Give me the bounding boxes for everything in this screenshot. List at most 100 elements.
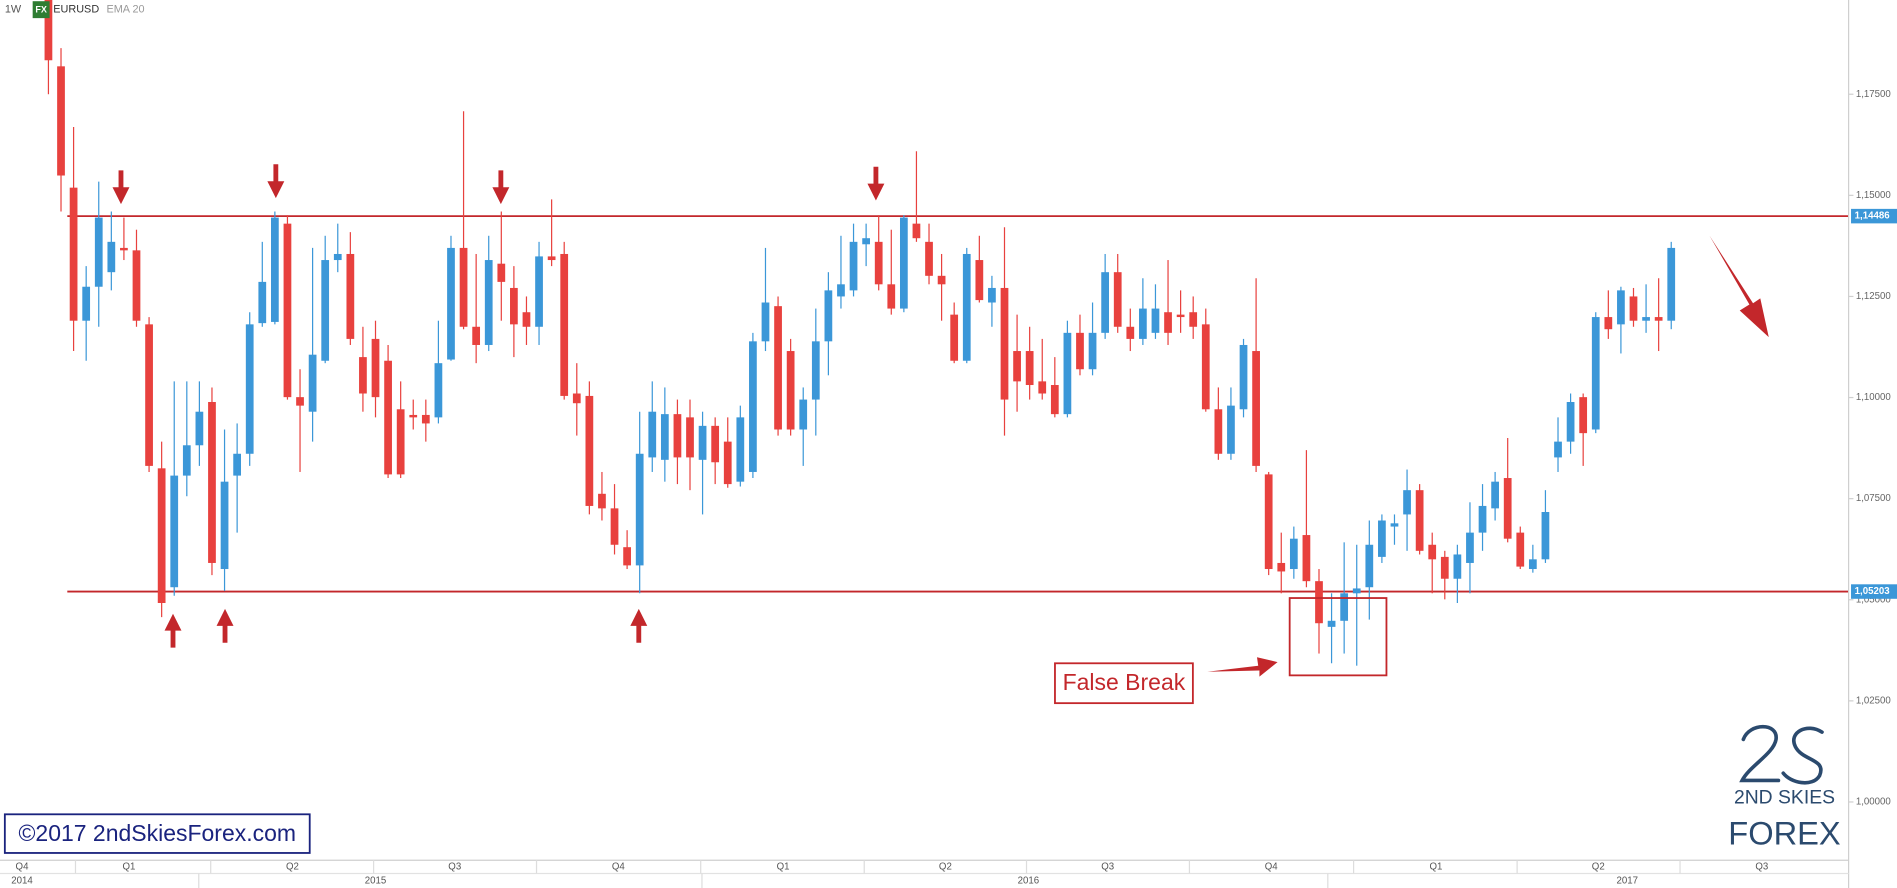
copyright-box bbox=[3, 813, 311, 854]
candle-body bbox=[1113, 272, 1122, 327]
candle-body bbox=[1667, 247, 1676, 321]
candle-body bbox=[484, 260, 493, 345]
candle-body bbox=[899, 217, 908, 309]
candle-body bbox=[1277, 562, 1286, 572]
candle-body bbox=[1025, 351, 1034, 386]
candle-body bbox=[1554, 441, 1562, 458]
up-arrow bbox=[630, 608, 648, 643]
candle-body bbox=[1566, 401, 1575, 442]
candle-body bbox=[384, 360, 392, 475]
candle-body bbox=[208, 401, 216, 563]
candle-body bbox=[371, 338, 380, 398]
candle-body bbox=[1038, 381, 1047, 394]
candle-body bbox=[1503, 478, 1512, 539]
price-tag-label: 1,05203 bbox=[1855, 586, 1891, 597]
candle-body bbox=[421, 414, 430, 424]
candle-body bbox=[321, 260, 330, 361]
arrow-group bbox=[112, 164, 1769, 677]
candle-body bbox=[1227, 405, 1235, 454]
candle-body bbox=[1201, 324, 1210, 410]
x-tick-label: Q2 bbox=[939, 861, 952, 872]
candle-body bbox=[1189, 312, 1198, 327]
candle-body bbox=[1415, 490, 1424, 551]
x-tick-label: Q1 bbox=[122, 861, 135, 872]
overlay: 1W FX EURUSD EMA 20 False Break ©2017 2n… bbox=[3, 1, 1841, 854]
candle-body bbox=[1063, 332, 1072, 415]
year-tick-label: 2016 bbox=[1018, 875, 1039, 886]
candle-body bbox=[1604, 317, 1613, 330]
candle-body bbox=[1315, 581, 1323, 624]
down-arrow bbox=[867, 166, 885, 201]
candle-body bbox=[107, 241, 116, 273]
candle-body bbox=[1164, 312, 1172, 333]
candle-body bbox=[1403, 490, 1411, 515]
candle-body bbox=[396, 409, 405, 475]
candle-body bbox=[1579, 397, 1588, 434]
logo bbox=[1739, 725, 1824, 785]
candle-body bbox=[711, 425, 720, 463]
candle-body bbox=[1617, 290, 1625, 325]
candle-body bbox=[447, 247, 455, 360]
candle-body bbox=[1478, 505, 1487, 533]
candle-body bbox=[1352, 588, 1361, 594]
fx-badge-text: FX bbox=[35, 5, 47, 15]
candle-body bbox=[572, 393, 581, 404]
candle-body bbox=[195, 411, 204, 446]
candle-body bbox=[1642, 317, 1650, 321]
candle-body bbox=[1302, 535, 1311, 582]
candle-body bbox=[937, 275, 946, 285]
logo-mark bbox=[1739, 725, 1781, 783]
candle-body bbox=[1013, 351, 1021, 382]
candle-body bbox=[182, 445, 191, 476]
y-tick-label: 1,02500 bbox=[1856, 695, 1891, 706]
y-tick-label: 1,12500 bbox=[1856, 291, 1891, 302]
candle-body bbox=[560, 253, 569, 396]
x-tick-label: Q1 bbox=[777, 861, 790, 872]
candle-body bbox=[673, 414, 682, 458]
y-tick-label: 1,00000 bbox=[1856, 797, 1891, 808]
candle-body bbox=[145, 324, 153, 466]
x-tick-label: Q3 bbox=[1755, 861, 1768, 872]
candle-body bbox=[245, 324, 254, 454]
candle-body bbox=[1541, 512, 1550, 560]
candle-body bbox=[988, 287, 996, 303]
candle-body bbox=[82, 286, 91, 321]
forecast-arrow bbox=[1709, 235, 1769, 338]
candle-body bbox=[1629, 296, 1638, 321]
candle-body bbox=[308, 354, 317, 412]
candle-body bbox=[598, 493, 606, 509]
annotation-text: False Break bbox=[1063, 669, 1186, 695]
down-arrow bbox=[492, 170, 510, 205]
candle-body bbox=[1239, 344, 1248, 410]
candle-body bbox=[220, 481, 229, 570]
candle-body bbox=[635, 453, 644, 566]
down-arrow bbox=[112, 170, 130, 205]
candle-body bbox=[1126, 326, 1135, 339]
candle-body bbox=[1466, 532, 1474, 563]
x-tick-label: Q1 bbox=[1430, 861, 1443, 872]
candle-body bbox=[585, 395, 594, 506]
candle-body bbox=[975, 260, 984, 301]
candle-body bbox=[786, 351, 795, 430]
x-tick-label: Q4 bbox=[1265, 861, 1279, 872]
price-tag bbox=[1851, 208, 1897, 224]
candle-body bbox=[522, 312, 531, 327]
candle-body bbox=[434, 363, 443, 418]
candle-body bbox=[1214, 409, 1223, 454]
candle-body bbox=[874, 241, 883, 285]
candle-body bbox=[258, 281, 267, 324]
year-tick-label: 2017 bbox=[1616, 875, 1637, 886]
candle-body bbox=[1491, 481, 1499, 509]
candle-body bbox=[283, 223, 292, 398]
y-tick-label: 1,07500 bbox=[1856, 493, 1891, 504]
up-arrow bbox=[164, 613, 182, 648]
candle-body bbox=[1591, 317, 1600, 430]
candle-body bbox=[761, 302, 770, 342]
logo-bottom-text: FOREX bbox=[1728, 815, 1841, 852]
candle-body bbox=[1139, 308, 1147, 339]
y-tick-label: 1,05000 bbox=[1856, 594, 1891, 605]
copyright-text: ©2017 2ndSkiesForex.com bbox=[18, 820, 296, 846]
fx-badge bbox=[32, 1, 50, 19]
candle-body bbox=[69, 187, 78, 321]
x-tick-label: Q2 bbox=[286, 861, 299, 872]
